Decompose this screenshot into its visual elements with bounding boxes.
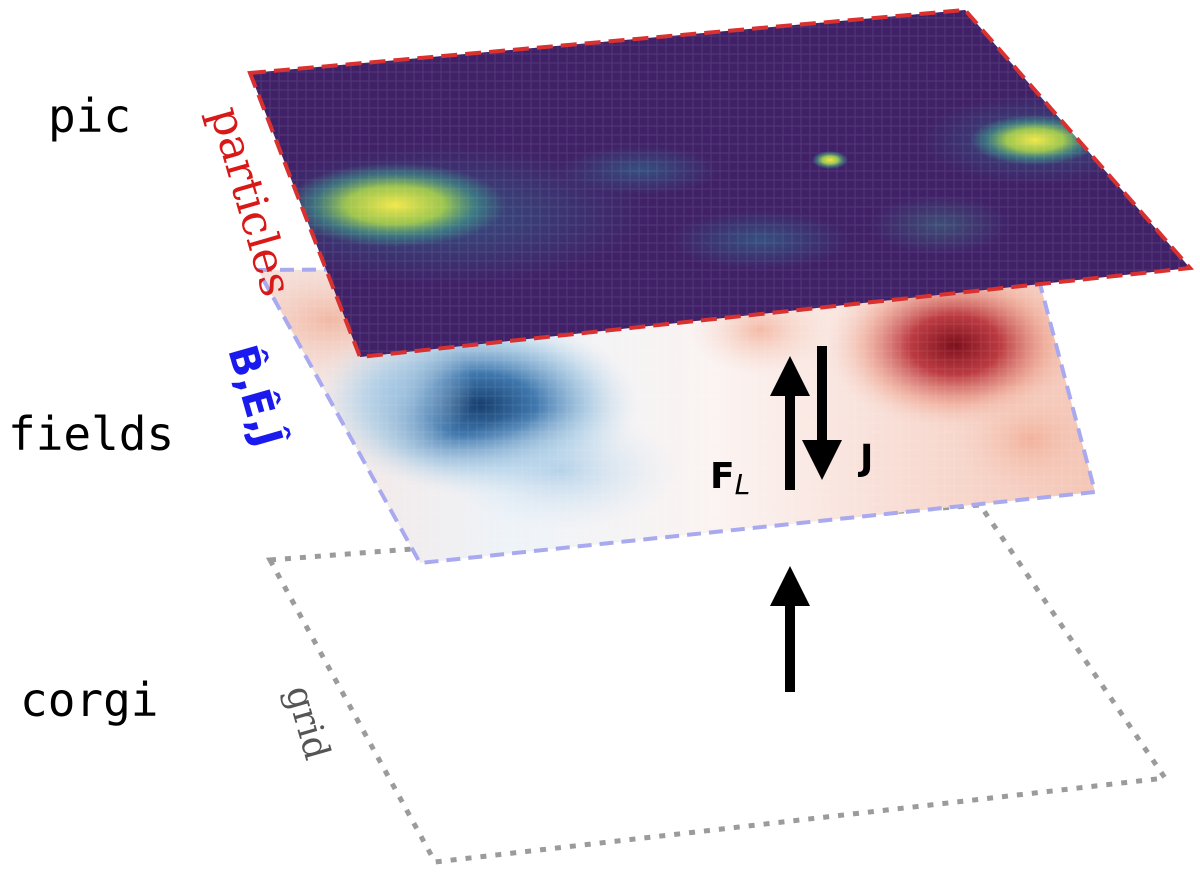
pic-label: pic: [48, 89, 131, 143]
force-label-main: F: [710, 456, 735, 497]
pic-particles-layer: [247, 7, 1195, 360]
corgi-grid-layer: [265, 502, 1170, 865]
current-label: J: [857, 438, 873, 479]
force-label-subscript: L: [735, 468, 751, 501]
pic-layer-outline: [247, 7, 1195, 360]
corgi-label: corgi: [20, 673, 158, 727]
grid-to-fields-arrowhead: [770, 566, 810, 606]
corgi-grid-outline: [265, 502, 1170, 865]
coupling-arrows: [770, 346, 842, 692]
fields-label: fields: [8, 407, 174, 461]
force-label: FL: [710, 456, 750, 501]
current-arrowhead: [802, 440, 842, 480]
fields-side-label: B̂,Ê,Ĵ: [218, 339, 293, 452]
force-arrowhead: [770, 356, 810, 396]
grid-side-label: grid: [277, 681, 337, 764]
